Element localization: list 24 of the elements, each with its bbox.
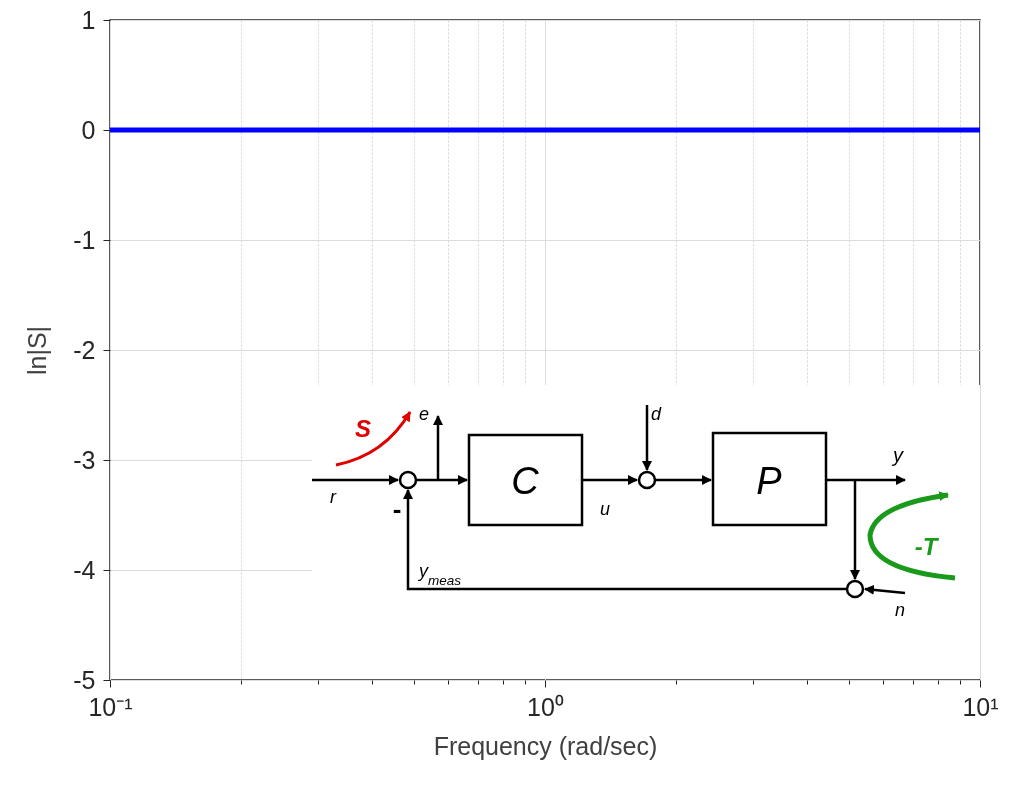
annotation: y	[891, 444, 904, 466]
y-tick-label: -3	[73, 445, 96, 474]
y-axis-title: ln|S|	[23, 325, 52, 376]
annotation: -	[392, 494, 402, 524]
y-tick-label: 0	[81, 115, 96, 144]
y-tick-label: -4	[73, 555, 96, 584]
annotation: -T	[914, 533, 940, 560]
annotation: u	[599, 499, 611, 519]
annotation: y$_{meas}$	[416, 561, 462, 588]
annotation: n	[894, 600, 906, 620]
y-tick-label: -5	[73, 665, 96, 694]
x-tick-label: 10¹	[962, 692, 999, 721]
x-tick-label: 10⁰	[527, 692, 564, 721]
annotation: e	[418, 404, 430, 424]
annotation: P	[756, 460, 783, 502]
y-tick-label: -1	[73, 225, 96, 254]
y-tick-label: 1	[81, 5, 96, 34]
x-tick-label: 10⁻¹	[88, 692, 133, 721]
annotation: r	[330, 487, 337, 507]
x-axis-title: Frequency (rad/sec)	[433, 731, 658, 760]
annotation: C	[511, 460, 540, 502]
y-tick-label: -2	[73, 335, 96, 364]
annotation: d	[650, 404, 662, 424]
annotation: S	[354, 415, 372, 442]
